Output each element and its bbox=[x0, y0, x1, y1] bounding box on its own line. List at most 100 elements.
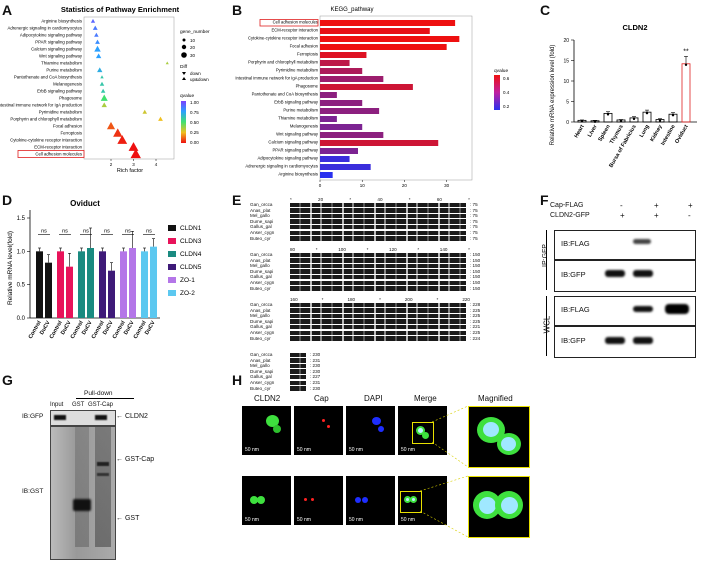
group-label-wcl: WCL bbox=[542, 315, 552, 334]
enrichment-point bbox=[94, 45, 101, 52]
legend-diff-down: down bbox=[190, 71, 201, 76]
sequence-row bbox=[290, 380, 306, 386]
kegg-bar bbox=[320, 140, 439, 146]
panel-label-h: H bbox=[232, 372, 243, 388]
pathway-label: Cell adhesion molecules bbox=[35, 152, 82, 157]
species-name: Mel_gallo bbox=[250, 263, 270, 269]
enrichment-point bbox=[95, 53, 102, 59]
q-tick-025: 0.25 bbox=[190, 130, 199, 135]
sequence-position: : 231 bbox=[310, 380, 321, 385]
legend-diff-updown: up&down bbox=[190, 77, 209, 82]
group-label-ip: IP:GFP bbox=[541, 244, 549, 267]
y-tick-label: 0.5 bbox=[17, 283, 26, 289]
tissue-label: Liver bbox=[587, 123, 599, 138]
enrichment-point bbox=[92, 25, 98, 30]
legend-swatch bbox=[168, 290, 176, 296]
kegg-bar bbox=[320, 116, 337, 122]
enrichment-point bbox=[165, 61, 169, 65]
kegg-bar bbox=[320, 36, 460, 42]
pathway-label: Arginine biosynthesis bbox=[41, 19, 82, 24]
pathway-label: Adrenergic signaling in cardiomyocytes bbox=[245, 164, 318, 169]
legend-label: ZO-2 bbox=[180, 290, 195, 297]
img-cldn2-row1: 50 nm bbox=[242, 406, 291, 455]
expression-bar bbox=[66, 266, 73, 318]
row-label-cldn2-gfp: CLDN2-GFP bbox=[550, 212, 590, 219]
expression-bar bbox=[87, 248, 94, 318]
y-axis-title: Relative mRNA level(fold) bbox=[7, 231, 14, 305]
sequence-row bbox=[290, 286, 466, 291]
data-point bbox=[593, 120, 597, 123]
species-name: Gallus_gal bbox=[250, 374, 272, 380]
species-name: Gan_orcca bbox=[250, 252, 273, 257]
col-magnified: Magnified bbox=[478, 394, 513, 403]
q-tick-04: 0.4 bbox=[503, 90, 510, 95]
panel-label-d: D bbox=[2, 192, 13, 208]
legend-swatch bbox=[168, 277, 176, 283]
enrichment-point bbox=[100, 75, 104, 79]
sequence-position: : 230 bbox=[310, 368, 321, 374]
enrichment-bubble-chart: Statistics of Pathway Enrichment Arginin… bbox=[0, 5, 210, 174]
pathway-label: Arginine biosynthesis bbox=[278, 172, 318, 177]
chart-title: Oviduct bbox=[70, 199, 100, 208]
ns-label: ns bbox=[146, 229, 152, 235]
sign-r1-1: - bbox=[620, 201, 623, 210]
q-tick-075: 0.75 bbox=[190, 110, 199, 115]
data-point bbox=[658, 119, 662, 122]
sequence-position: : 75 bbox=[470, 230, 478, 235]
sequence-position: : 150 bbox=[470, 280, 481, 285]
x-axis-title: Rich factor bbox=[117, 168, 143, 174]
col-cap: Cap bbox=[314, 394, 329, 403]
kegg-bar bbox=[320, 28, 430, 34]
band-cldn2: ← CLDN2 bbox=[116, 413, 148, 420]
lane-input: Input bbox=[50, 402, 64, 408]
sequence-row bbox=[290, 280, 466, 286]
sequence-row bbox=[290, 274, 466, 280]
enrichment-point bbox=[101, 102, 107, 108]
ns-label: ns bbox=[62, 229, 68, 235]
sign-r2-2: + bbox=[654, 211, 659, 220]
kegg-bar-chart: KEGG_pathway Cell adhesion molecules ECM-… bbox=[235, 7, 510, 188]
panel-label-f: F bbox=[540, 192, 549, 208]
species-name: Gan_orcca bbox=[250, 352, 273, 357]
data-point bbox=[632, 117, 636, 121]
lane-gst: GST bbox=[72, 402, 85, 408]
x-tick-label: 30 bbox=[444, 183, 450, 188]
highlight-box bbox=[17, 150, 85, 158]
legend-swatch bbox=[168, 238, 176, 244]
data-point bbox=[671, 114, 675, 117]
legend-q-title: qvalue bbox=[180, 93, 194, 99]
enrichment-point bbox=[94, 32, 99, 37]
pathway-label: Cytokine-cytokine receptor interaction bbox=[10, 138, 82, 143]
tissue-label: Heart bbox=[574, 124, 586, 139]
sequence-row bbox=[290, 386, 306, 391]
species-name: Anser_cygn bbox=[250, 230, 275, 235]
pathway-label: Wnt signaling pathway bbox=[39, 54, 83, 59]
coip-panel: Cap-FLAG CLDN2-GFP - + + + + - IP:GFP WC… bbox=[540, 190, 702, 370]
pathway-label: Pantothenate and CoA biosynthesis bbox=[252, 92, 318, 97]
species-name: Anas_plat bbox=[250, 207, 271, 213]
species-name: Dume_sapi bbox=[250, 318, 274, 324]
alignment-ruler: 160 * 180 * 200 * 220 bbox=[290, 297, 470, 302]
magnify-connectors bbox=[419, 405, 469, 538]
pathway-label: ErbB signaling pathway bbox=[274, 100, 319, 105]
pathway-label: Porphyrin and chlorophyll metabolism bbox=[10, 117, 82, 122]
pathway-label: Focal adhesion bbox=[53, 124, 83, 129]
sequence-position: : 230 bbox=[310, 385, 321, 391]
pathway-label: Ferroptosis bbox=[297, 52, 318, 57]
y-tick-label: 0.0 bbox=[17, 316, 26, 322]
enrichment-point bbox=[158, 116, 163, 121]
pathway-label: Thiamine metabolism bbox=[41, 61, 82, 66]
legend-gene-20: 20 bbox=[190, 45, 196, 50]
sequence-position: : 75 bbox=[470, 202, 478, 207]
expression-bar bbox=[78, 251, 85, 318]
data-point bbox=[684, 63, 688, 66]
pathway-label: ErbB signaling pathway bbox=[37, 89, 83, 94]
pathway-label: Cytokine-cytokine receptor interaction bbox=[248, 36, 319, 41]
sequence-position: : 75 bbox=[470, 218, 478, 224]
pulldown-header: Pull-down bbox=[84, 390, 113, 397]
species-name: Anser_cygn bbox=[250, 330, 275, 335]
sequence-row bbox=[290, 313, 466, 319]
sequence-position: : 227 bbox=[310, 374, 321, 380]
panel-label-g: G bbox=[2, 372, 13, 388]
blot-wcl-flag: IB:FLAG bbox=[554, 296, 696, 326]
